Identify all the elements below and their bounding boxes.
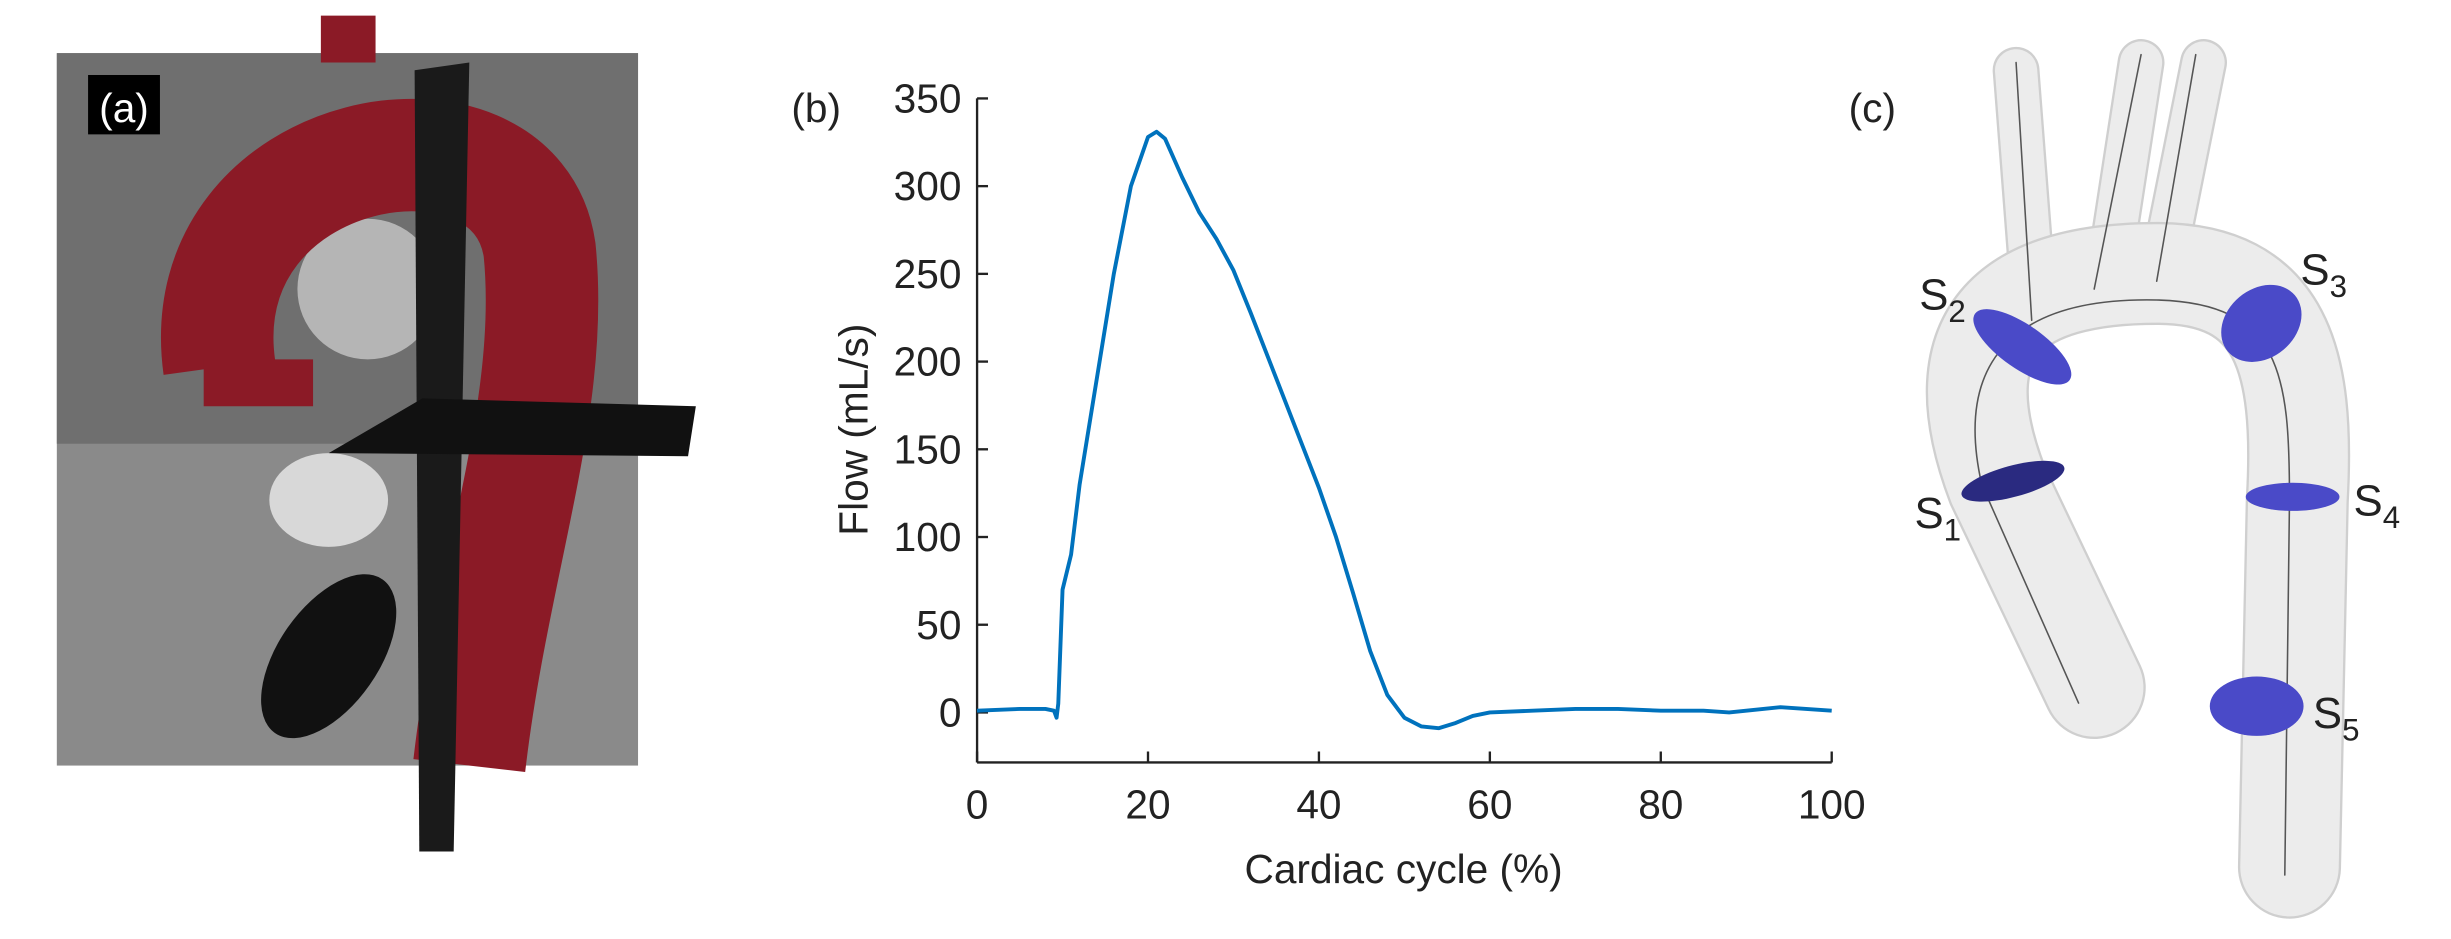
branch [320,15,376,63]
x-axis-label: Cardiac cycle (%) [1245,846,1563,892]
panel-label: (b) [791,85,841,131]
ct-panel: (a) [56,15,696,852]
y-tick-label: 250 [894,251,962,297]
flow-line [976,129,1832,731]
section-index: 2 [1948,294,1965,329]
panel-label: (c) [1849,85,1896,131]
section-index: 4 [2383,500,2400,535]
section-label: S4 [2354,477,2401,535]
x-tick-label: 100 [1798,782,1866,828]
section [1961,460,2065,502]
section-letter: S [2313,689,2342,738]
y-tick-label: 200 [894,339,962,385]
section-label: S1 [1915,489,1962,547]
section [2245,482,2340,511]
section-letter: S [2300,245,2329,294]
section-label: S5 [2313,689,2360,747]
y-tick-label: 50 [916,602,961,648]
y-tick-label: 350 [894,75,962,121]
section-label: S2 [1919,270,1966,328]
y-tick-label: 100 [894,514,962,560]
y-tick-label: 150 [894,426,962,472]
label-bg [88,74,160,135]
section [1973,309,2072,385]
y-tick-label: 300 [894,163,962,209]
aorta-model: (c) S1 S2 S3 S4 S5 [1849,39,2401,919]
x-tick-label: 40 [1296,782,1341,828]
x-tick-label: 0 [966,782,989,828]
y-tick-label: 0 [939,690,962,736]
section-letter: S [2354,477,2383,526]
x-tick-label: 80 [1638,782,1683,828]
vessel [1925,39,2351,919]
section-index: 1 [1944,513,1961,548]
flow-chart: (b) Cardiac cycle (%) Flow (mL/s) 0 50 100… [791,75,1865,891]
section-index: 5 [2342,713,2359,748]
section-letter: S [1915,489,1944,538]
ct-vessel [269,453,389,547]
section-letter: S [1919,270,1948,319]
section-index: 3 [2330,269,2347,304]
section [2209,676,2304,736]
aorta [161,98,599,773]
sagittal-plane [414,62,470,852]
panel-label: (a) [99,85,149,131]
section [2221,284,2302,362]
ct-dark [261,574,397,739]
x-tick-label: 60 [1467,782,1512,828]
section-label: S3 [2300,245,2347,303]
y-axis-label: Flow (mL/s) [831,324,877,536]
x-tick-label: 20 [1125,782,1170,828]
ct-vessel [297,218,439,360]
axial-plane [328,398,696,457]
